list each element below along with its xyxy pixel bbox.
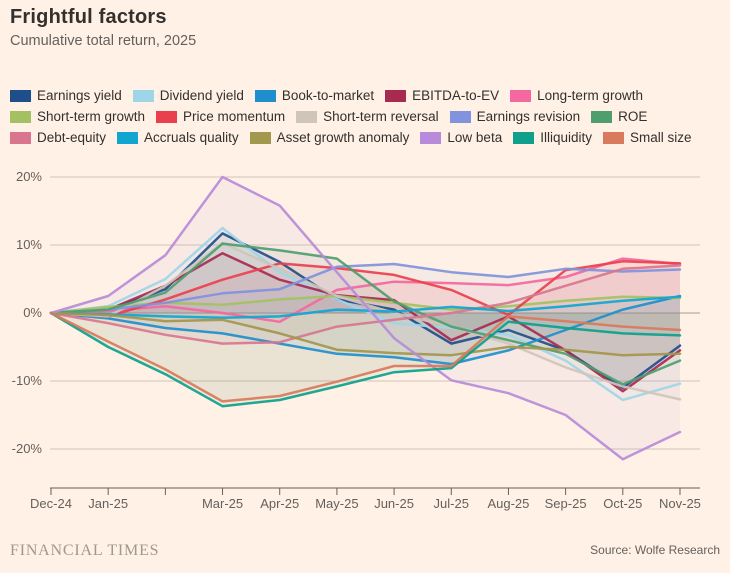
legend-item-earnings-revision: Earnings revision bbox=[449, 109, 581, 124]
legend-swatch-small-size bbox=[602, 131, 624, 144]
legend-label-debt-equity: Debt-equity bbox=[37, 130, 107, 145]
series-area-short-term-reversal bbox=[51, 243, 680, 400]
series-line-small-size bbox=[49, 311, 682, 403]
x-tick-label-sep-25: Sep-25 bbox=[544, 496, 587, 511]
legend-label-illiquidity: Illiquidity bbox=[540, 130, 592, 145]
legend-item-ebitda-to-ev: EBITDA-to-EV bbox=[385, 88, 499, 103]
legend-item-roe: ROE bbox=[591, 109, 647, 124]
legend-row-1: Earnings yield Dividend yield Book-to-mark… bbox=[10, 85, 703, 106]
legend-row-3: Debt-equity Accruals quality Asset growth … bbox=[10, 127, 703, 148]
legend-swatch-earnings-revision bbox=[449, 110, 471, 123]
legend-item-small-size: Small size bbox=[602, 130, 692, 145]
series-line-debt-equity bbox=[49, 264, 682, 345]
y-tick-label--10: -10% bbox=[11, 373, 42, 388]
legend-label-earnings-yield: Earnings yield bbox=[37, 88, 122, 103]
x-tick-label-jan-25: Jan-25 bbox=[88, 496, 129, 511]
series-line-accruals-quality bbox=[49, 295, 682, 320]
series-area-price-momentum bbox=[51, 261, 680, 317]
legend-swatch-illiquidity bbox=[513, 131, 535, 144]
legend-label-dividend-yield: Dividend yield bbox=[159, 88, 244, 103]
legend-item-price-momentum: Price momentum bbox=[156, 109, 285, 124]
legend-swatch-book-to-market bbox=[254, 89, 276, 102]
page-title: Frightful factors bbox=[10, 6, 167, 28]
series-area-dividend-yield bbox=[51, 228, 680, 400]
legend-label-small-size: Small size bbox=[629, 130, 692, 145]
legend-swatch-asset-growth-anomaly bbox=[249, 131, 271, 144]
x-tick-label-mar-25: Mar-25 bbox=[201, 496, 244, 511]
legend-label-price-momentum: Price momentum bbox=[183, 109, 286, 124]
legend-item-asset-growth-anomaly: Asset growth anomaly bbox=[249, 130, 410, 145]
chart-legend: Earnings yield Dividend yield Book-to-mark… bbox=[10, 85, 703, 148]
chart-subtitle: Cumulative total return, 2025 bbox=[10, 33, 197, 49]
y-tick-label-0: 0% bbox=[23, 305, 42, 320]
series-area-small-size bbox=[51, 313, 680, 402]
legend-swatch-roe bbox=[591, 110, 613, 123]
x-tick-label-apr-25: Apr-25 bbox=[260, 496, 300, 511]
y-tick-label--20: -20% bbox=[11, 441, 42, 456]
legend-label-book-to-market: Book-to-market bbox=[281, 88, 375, 103]
legend-swatch-debt-equity bbox=[10, 131, 31, 144]
x-tick-label-may-25: May-25 bbox=[315, 496, 359, 511]
legend-item-illiquidity: Illiquidity bbox=[513, 130, 592, 145]
series-line-roe bbox=[49, 242, 682, 386]
legend-item-debt-equity: Debt-equity bbox=[10, 130, 106, 145]
x-tick-label-aug-25: Aug-25 bbox=[487, 496, 530, 511]
x-tick-label-nov-25: Nov-25 bbox=[659, 496, 701, 511]
series-line-asset-growth-anomaly bbox=[49, 311, 682, 357]
series-area-earnings-revision bbox=[51, 264, 680, 313]
legend-label-long-term-growth: Long-term growth bbox=[537, 88, 643, 103]
legend-item-dividend-yield: Dividend yield bbox=[132, 88, 244, 103]
legend-label-roe: ROE bbox=[618, 109, 648, 124]
series-area-accruals-quality bbox=[51, 296, 680, 318]
legend-swatch-long-term-growth bbox=[510, 89, 532, 102]
series-area-illiquidity bbox=[51, 313, 680, 407]
legend-label-accruals-quality: Accruals quality bbox=[144, 130, 239, 145]
series-line-book-to-market bbox=[49, 294, 682, 366]
legend-item-low-beta: Low beta bbox=[420, 130, 502, 145]
legend-swatch-price-momentum bbox=[156, 110, 178, 123]
legend-swatch-accruals-quality bbox=[117, 131, 139, 144]
legend-swatch-dividend-yield bbox=[132, 89, 154, 102]
y-tick-label-20: 20% bbox=[15, 169, 42, 184]
series-area-ebitda-to-ev bbox=[51, 253, 680, 392]
source-credit: Source: Wolfe Research bbox=[590, 543, 720, 557]
x-tick-label-jul-25: Jul-25 bbox=[433, 496, 469, 511]
legend-item-short-term-reversal: Short-term reversal bbox=[296, 109, 439, 124]
series-area-roe bbox=[51, 243, 680, 385]
legend-label-low-beta: Low beta bbox=[447, 130, 503, 145]
legend-swatch-earnings-yield bbox=[10, 89, 31, 102]
legend-swatch-short-term-reversal bbox=[296, 110, 318, 123]
legend-label-ebitda-to-ev: EBITDA-to-EV bbox=[412, 88, 500, 103]
series-line-earnings-revision bbox=[49, 262, 682, 315]
legend-label-short-term-growth: Short-term growth bbox=[37, 109, 146, 124]
series-area-book-to-market bbox=[51, 296, 680, 364]
legend-label-earnings-revision: Earnings revision bbox=[476, 109, 581, 124]
legend-item-long-term-growth: Long-term growth bbox=[510, 88, 643, 103]
financial-times-logo: FINANCIAL TIMES bbox=[10, 542, 160, 559]
legend-item-book-to-market: Book-to-market bbox=[254, 88, 375, 103]
series-line-illiquidity bbox=[49, 311, 682, 408]
x-tick-label-oct-25: Oct-25 bbox=[603, 496, 643, 511]
x-tick-label-dec-24: Dec-24 bbox=[30, 496, 72, 511]
legend-item-accruals-quality: Accruals quality bbox=[117, 130, 239, 145]
legend-label-short-term-reversal: Short-term reversal bbox=[323, 109, 439, 124]
series-area-debt-equity bbox=[51, 265, 680, 344]
legend-label-asset-growth-anomaly: Asset growth anomaly bbox=[276, 130, 410, 145]
series-line-low-beta bbox=[49, 175, 682, 461]
legend-swatch-ebitda-to-ev bbox=[385, 89, 407, 102]
legend-item-earnings-yield: Earnings yield bbox=[10, 88, 122, 103]
x-tick-label-jun-25: Jun-25 bbox=[374, 496, 414, 511]
legend-swatch-low-beta bbox=[420, 131, 442, 144]
y-tick-label-10: 10% bbox=[15, 237, 42, 252]
legend-row-2: Short-term growth Price momentum Short-ter… bbox=[10, 106, 703, 127]
legend-swatch-short-term-growth bbox=[10, 110, 31, 123]
series-line-long-term-growth bbox=[49, 257, 682, 324]
legend-item-short-term-growth: Short-term growth bbox=[10, 109, 145, 124]
